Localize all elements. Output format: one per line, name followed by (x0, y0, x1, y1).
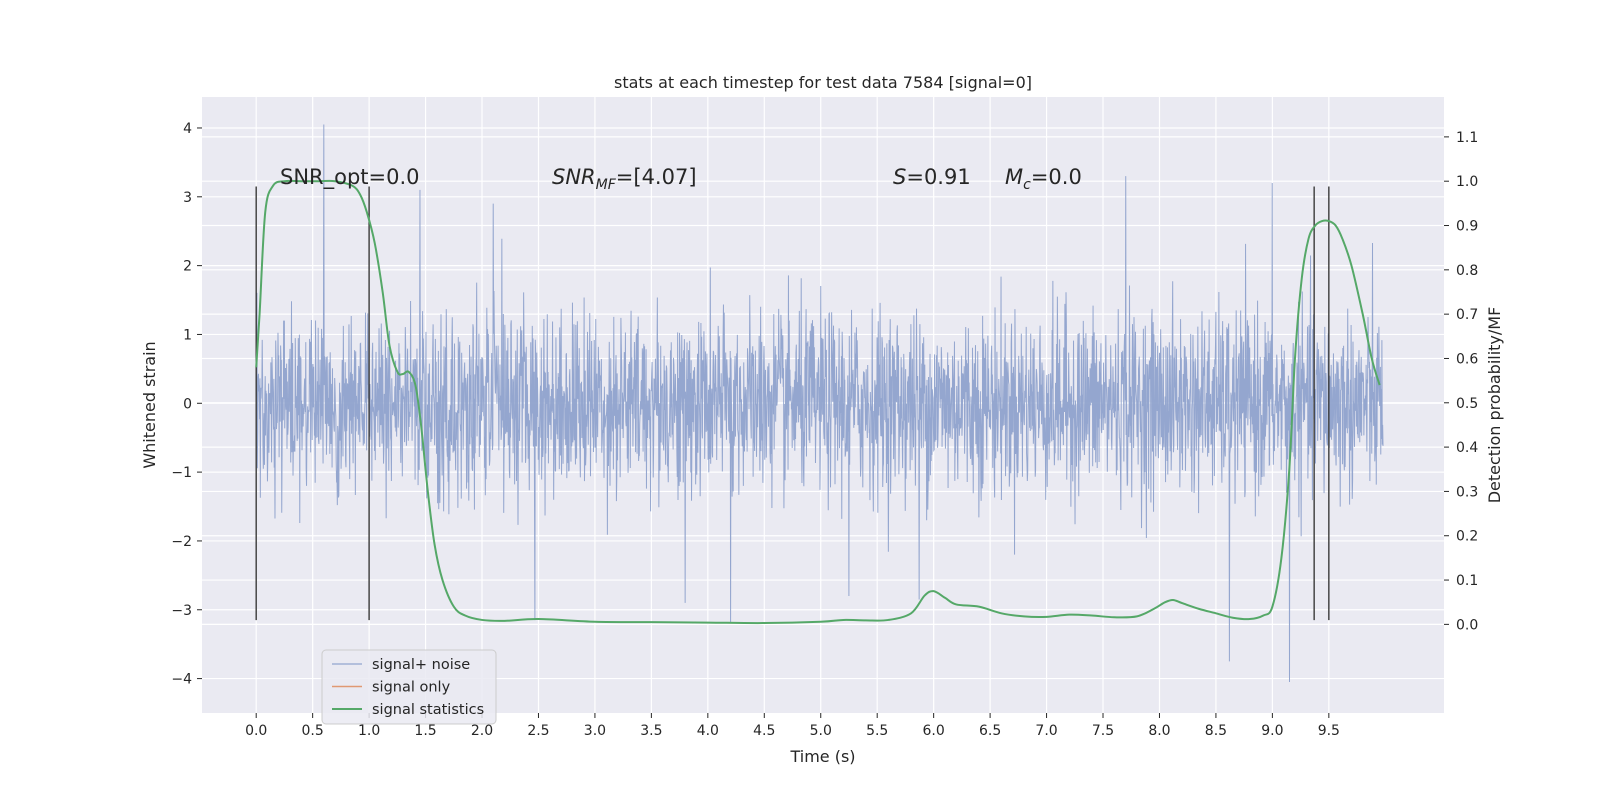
y-right-tick-label: 0.3 (1456, 484, 1478, 500)
x-tick-label: 7.5 (1092, 723, 1114, 739)
x-tick-label: 9.5 (1318, 723, 1340, 739)
y-left-tick-label: 3 (183, 190, 192, 206)
y-right-tick-label: 0.8 (1456, 263, 1478, 279)
x-tick-label: 0.5 (302, 723, 324, 739)
annotation-segment: S (893, 165, 906, 189)
y-left-tick-label: −1 (171, 465, 192, 481)
legend-entry-0: signal+ noise (372, 657, 470, 673)
y-right-tick-label: 1.1 (1456, 130, 1478, 146)
y-left-tick-label: −2 (171, 534, 192, 550)
x-tick-label: 6.5 (979, 723, 1001, 739)
y-left-tick-label: −3 (171, 603, 192, 619)
annotation-segment: MF (596, 177, 617, 193)
annotation-segment: =0.91 (906, 165, 970, 189)
annotation-segment: SNR_opt=0.0 (280, 165, 420, 190)
x-tick-label: 2.5 (527, 723, 549, 739)
y-right-tick-label: 0.6 (1456, 351, 1478, 367)
x-tick-label: 8.0 (1148, 723, 1170, 739)
annotation-segment: M (1005, 165, 1023, 189)
legend-entry-2: signal statistics (372, 702, 484, 718)
x-axis-label: Time (s) (789, 747, 855, 766)
y-left-tick-label: 1 (183, 327, 192, 343)
y-right-tick-label: 0.2 (1456, 529, 1478, 545)
x-tick-label: 4.0 (697, 723, 719, 739)
x-tick-label: 2.0 (471, 723, 493, 739)
x-tick-label: 3.5 (640, 723, 662, 739)
annotation-segment: SNR (552, 165, 596, 189)
x-tick-label: 6.0 (923, 723, 945, 739)
legend-entry-1: signal only (372, 680, 451, 696)
y-right-tick-label: 0.1 (1456, 573, 1478, 589)
y-left-tick-label: −4 (171, 672, 192, 688)
x-tick-label: 5.0 (810, 723, 832, 739)
x-tick-label: 0.0 (245, 723, 267, 739)
annotation-0: SNR_opt=0.0 (280, 165, 420, 190)
x-tick-label: 5.5 (866, 723, 888, 739)
x-tick-label: 4.5 (753, 723, 775, 739)
x-tick-label: 9.0 (1261, 723, 1283, 739)
annotation-3: Mc=0.0 (1005, 165, 1082, 193)
legend-box (321, 649, 497, 725)
x-tick-label: 8.5 (1205, 723, 1227, 739)
x-tick-label: 1.5 (414, 723, 436, 739)
annotation-segment: =0.0 (1031, 165, 1082, 189)
y-left-tick-label: 0 (183, 396, 192, 412)
y-right-tick-label: 0.0 (1456, 617, 1478, 633)
y-left-tick-label: 4 (183, 121, 192, 137)
x-tick-label: 3.0 (584, 723, 606, 739)
chart-title: stats at each timestep for test data 758… (614, 73, 1032, 92)
series-line-signal-noise (255, 124, 1384, 683)
y-axis-label-left: Whitened strain (140, 341, 159, 468)
y-left-tick-label: 2 (183, 259, 192, 275)
annotation-2: S=0.91 (893, 165, 971, 189)
x-tick-label: 1.0 (358, 723, 380, 739)
y-axis-label-right: Detection probability/MF (1485, 307, 1504, 504)
annotation-segment: =[4.07] (616, 165, 697, 189)
x-tick-label: 7.0 (1035, 723, 1057, 739)
y-right-tick-label: 0.9 (1456, 219, 1478, 235)
y-right-tick-label: 0.7 (1456, 307, 1478, 323)
y-right-tick-label: 1.0 (1456, 174, 1478, 190)
y-right-tick-label: 0.5 (1456, 396, 1478, 412)
y-right-tick-label: 0.4 (1456, 440, 1478, 456)
annotation-1: SNRMF=[4.07] (552, 165, 697, 193)
series-line-signal-statistics (255, 179, 1381, 625)
annotation-segment: c (1023, 177, 1031, 193)
